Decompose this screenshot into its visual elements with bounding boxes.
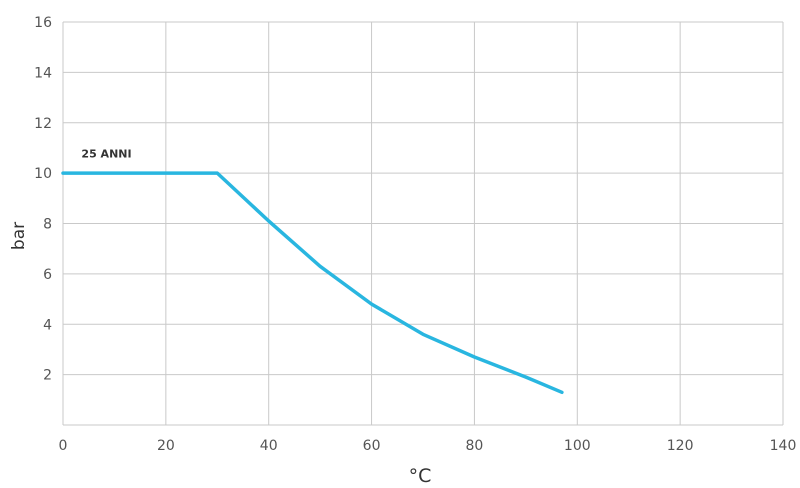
x-tick-label: 100 [564, 438, 591, 454]
grid [62, 21, 784, 426]
series-layer [61, 171, 564, 395]
y-tick-label: 12 [34, 116, 52, 132]
y-tick-label: 6 [43, 267, 52, 283]
x-tick-label: 20 [157, 438, 175, 454]
x-tick-label: 0 [59, 438, 68, 454]
x-tick-label: 80 [466, 438, 484, 454]
y-tick-label: 14 [34, 65, 52, 81]
y-tick-label: 8 [43, 217, 52, 233]
annotations-layer: 25 ANNI [81, 148, 131, 161]
series-line-0 [61, 171, 564, 395]
y-axis-ticks: 2 4 6 8 10 12 14 16 [34, 15, 52, 384]
y-tick-label: 10 [34, 166, 52, 182]
y-axis-label: bar [9, 222, 29, 250]
x-axis-label: °C [409, 465, 432, 487]
x-tick-label: 140 [770, 438, 797, 454]
x-tick-label: 120 [667, 438, 694, 454]
x-tick-label: 40 [260, 438, 278, 454]
x-tick-label: 60 [363, 438, 381, 454]
y-tick-label: 2 [43, 368, 52, 384]
series-annotation-label: 25 ANNI [81, 148, 131, 161]
x-axis-ticks: 0 20 40 60 80 100 120 140 [59, 438, 797, 454]
y-tick-label: 16 [34, 15, 52, 31]
y-tick-label: 4 [43, 317, 52, 333]
